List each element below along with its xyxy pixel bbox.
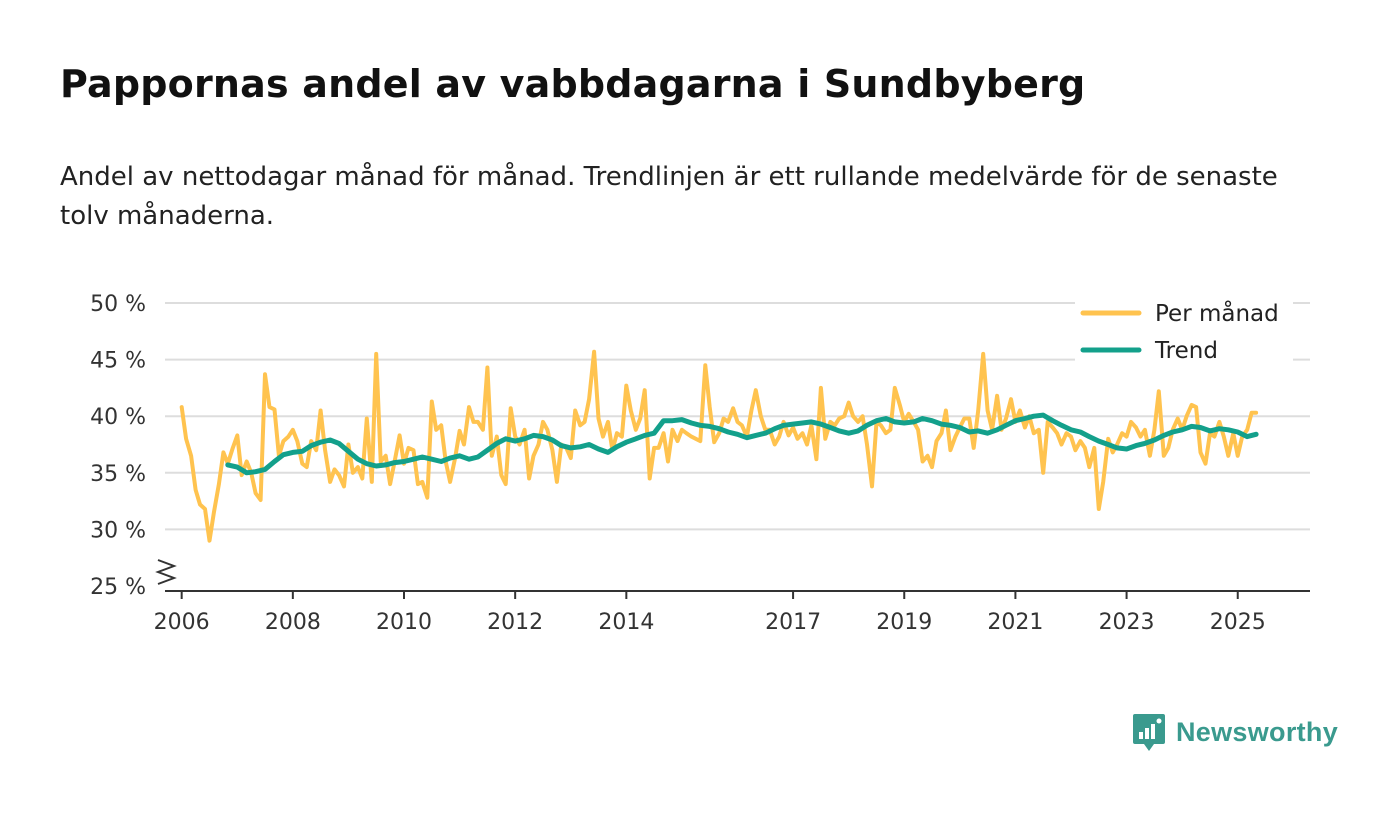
y-tick-label: 50 % bbox=[90, 292, 146, 317]
x-tick-label: 2017 bbox=[765, 610, 821, 635]
x-tick-label: 2008 bbox=[265, 610, 321, 635]
y-tick-label: 45 % bbox=[90, 349, 146, 374]
newsworthy-logo-icon bbox=[1133, 714, 1165, 751]
y-tick-label: 25 % bbox=[90, 575, 146, 600]
y-tick-label: 35 % bbox=[90, 462, 146, 487]
x-tick-label: 2006 bbox=[154, 610, 210, 635]
x-tick-label: 2014 bbox=[598, 610, 654, 635]
legend-label-trend: Trend bbox=[1154, 338, 1218, 364]
chart-title: Pappornas andel av vabbdagarna i Sundbyb… bbox=[60, 62, 1086, 106]
y-tick-label: 30 % bbox=[90, 518, 146, 543]
series-lines bbox=[179, 349, 1259, 543]
x-tick-label: 2021 bbox=[987, 610, 1043, 635]
x-tick-label: 2025 bbox=[1210, 610, 1266, 635]
y-axis-break-icon bbox=[155, 559, 177, 585]
series-line-trend bbox=[225, 412, 1259, 476]
legend: Per månad Trend bbox=[1075, 299, 1293, 365]
brand-name: Newsworthy bbox=[1176, 716, 1339, 747]
x-tick-label: 2023 bbox=[1099, 610, 1155, 635]
x-tick-label: 2019 bbox=[876, 610, 932, 635]
y-tick-label: 40 % bbox=[90, 405, 146, 430]
brand-logo: Newsworthy bbox=[1132, 712, 1338, 752]
legend-label-monthly: Per månad bbox=[1155, 299, 1279, 327]
series-line-per-manad bbox=[179, 349, 1259, 543]
axes: 25 % 30 % 35 % 40 % 45 % 50 % 2006 2008 2010 2012… bbox=[90, 292, 1310, 635]
x-tick-label: 2010 bbox=[376, 610, 432, 635]
x-tick-label: 2012 bbox=[487, 610, 543, 635]
chart-subtitle: Andel av nettodagar månad för månad. Tre… bbox=[60, 162, 1278, 231]
